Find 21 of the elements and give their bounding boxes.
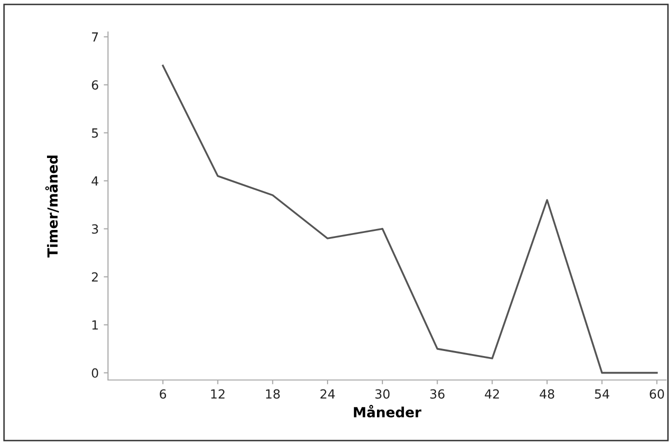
x-tick-label: 60 bbox=[650, 389, 664, 399]
y-tick-label: 4 bbox=[92, 176, 98, 186]
y-tick-label: 6 bbox=[92, 80, 98, 90]
x-tick-label: 54 bbox=[594, 389, 610, 399]
y-tick-label: 5 bbox=[92, 128, 98, 138]
x-tick-label: 36 bbox=[430, 389, 444, 399]
x-tick-label: 42 bbox=[484, 389, 499, 399]
x-tick-label: 18 bbox=[266, 389, 280, 399]
x-tick-label: 30 bbox=[375, 389, 390, 399]
y-tick-label: 3 bbox=[92, 224, 98, 234]
y-tick-label: 2 bbox=[92, 272, 98, 282]
y-tick-label: 1 bbox=[92, 320, 98, 330]
x-tick-label: 24 bbox=[320, 389, 335, 399]
x-tick-label: 12 bbox=[211, 389, 224, 399]
x-axis-title: Måneder bbox=[354, 404, 422, 418]
y-tick-label: 7 bbox=[92, 32, 98, 42]
line-series bbox=[162, 64, 658, 374]
x-tick-label: 48 bbox=[540, 389, 554, 399]
y-tick-label: 0 bbox=[92, 368, 98, 378]
y-axis-title: Timer/måned bbox=[45, 156, 59, 258]
x-tick-label: 6 bbox=[160, 389, 166, 399]
